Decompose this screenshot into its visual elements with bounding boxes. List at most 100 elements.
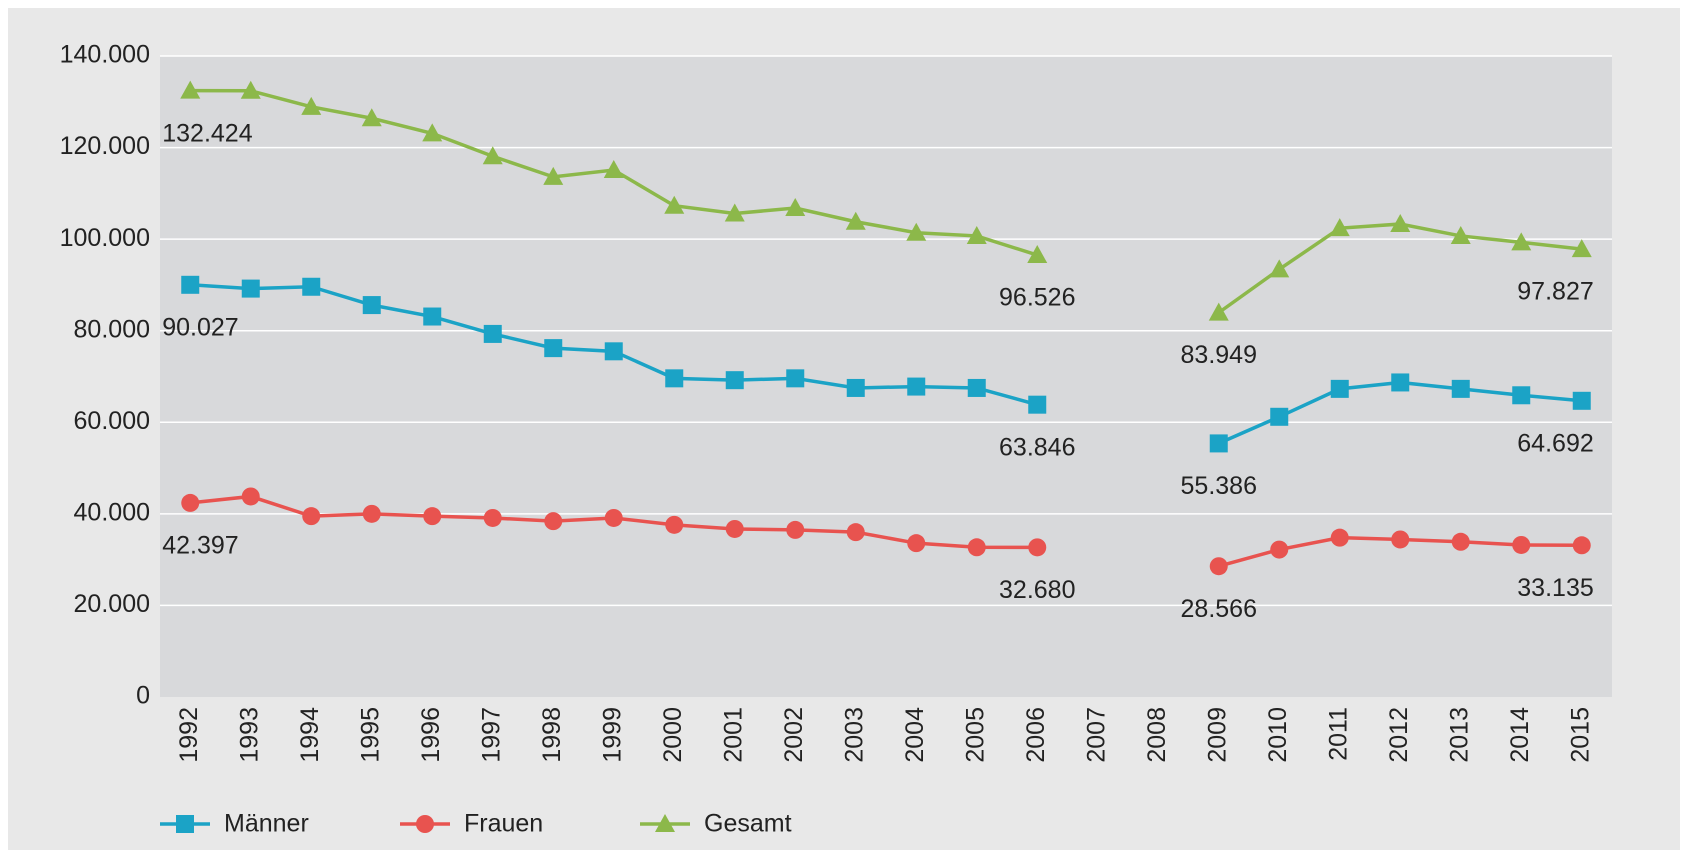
marker (543, 166, 564, 185)
plot-area (160, 56, 1612, 697)
legend-label: Frauen (464, 810, 543, 838)
marker (1028, 395, 1047, 414)
marker (786, 520, 805, 539)
marker (725, 519, 744, 538)
marker (362, 504, 381, 523)
marker (1208, 302, 1229, 321)
marker (1390, 214, 1411, 233)
x-tick-label: 1996 (417, 707, 445, 763)
x-tick-label: 1992 (175, 707, 203, 763)
marker (181, 275, 200, 294)
marker (544, 512, 563, 531)
x-tick-label: 1998 (538, 707, 566, 763)
marker (665, 369, 684, 388)
data-label: 64.692 (1517, 429, 1593, 457)
y-tick-label: 60.000 (74, 407, 150, 435)
y-tick-label: 20.000 (74, 590, 150, 618)
x-tick-label: 1997 (477, 707, 505, 763)
marker (1329, 218, 1350, 237)
x-tick-label: 2012 (1385, 707, 1413, 763)
marker (1209, 557, 1228, 576)
marker (482, 146, 503, 165)
marker (416, 815, 434, 833)
marker (180, 80, 201, 99)
marker (361, 108, 382, 127)
marker (1330, 528, 1349, 547)
x-tick-label: 1999 (598, 707, 626, 763)
marker (301, 96, 322, 115)
marker (604, 342, 623, 361)
marker (181, 493, 200, 512)
marker (1451, 532, 1470, 551)
x-tick-label: 2015 (1566, 707, 1594, 763)
marker (907, 534, 926, 553)
x-tick-label: 2014 (1506, 707, 1534, 763)
marker (302, 277, 321, 296)
y-tick-label: 120.000 (60, 132, 150, 160)
x-tick-label: 1993 (235, 707, 263, 763)
marker (483, 508, 502, 527)
marker (1572, 536, 1591, 555)
marker (1209, 434, 1228, 453)
x-tick-label: 2008 (1143, 707, 1171, 763)
x-tick-label: 2000 (659, 707, 687, 763)
marker (907, 377, 926, 396)
x-tick-label: 2004 (901, 707, 929, 763)
marker (1451, 379, 1470, 398)
marker (1512, 386, 1531, 405)
legend-label: Gesamt (704, 810, 792, 838)
data-label: 97.827 (1517, 278, 1593, 306)
x-tick-label: 2002 (780, 707, 808, 763)
y-tick-label: 80.000 (74, 315, 150, 343)
marker (724, 203, 745, 222)
marker (176, 815, 194, 833)
data-label: 55.386 (1181, 472, 1257, 500)
legend-label: Männer (224, 810, 309, 838)
marker (604, 508, 623, 527)
x-tick-label: 1995 (356, 707, 384, 763)
marker (1270, 540, 1289, 559)
marker (1269, 259, 1290, 278)
marker (906, 222, 927, 241)
marker (785, 198, 806, 217)
marker (603, 160, 624, 179)
marker (1450, 225, 1471, 244)
y-tick-label: 140.000 (60, 41, 150, 69)
x-tick-label: 2011 (1324, 707, 1352, 761)
marker (846, 378, 865, 397)
marker (967, 378, 986, 397)
marker (665, 515, 684, 534)
marker (1270, 407, 1289, 426)
data-label: 42.397 (162, 531, 238, 559)
marker (1028, 538, 1047, 557)
marker (725, 371, 744, 390)
marker (483, 324, 502, 343)
data-label: 96.526 (999, 284, 1075, 312)
marker (967, 538, 986, 557)
y-tick-label: 40.000 (74, 498, 150, 526)
marker (1512, 535, 1531, 554)
marker (302, 507, 321, 526)
x-tick-label: 2013 (1445, 707, 1473, 763)
data-label: 63.846 (999, 433, 1075, 461)
x-tick-label: 2001 (719, 707, 747, 763)
marker (423, 507, 442, 526)
marker (655, 814, 675, 832)
marker (241, 487, 260, 506)
x-tick-label: 2009 (1203, 707, 1231, 763)
marker (1572, 391, 1591, 410)
x-tick-label: 1994 (296, 707, 324, 763)
marker (241, 279, 260, 298)
x-tick-label: 2010 (1264, 707, 1292, 763)
marker (423, 307, 442, 326)
data-label: 132.424 (162, 119, 252, 147)
data-label: 90.027 (162, 313, 238, 341)
marker (1391, 530, 1410, 549)
x-tick-label: 2007 (1082, 707, 1110, 763)
marker (846, 523, 865, 542)
x-tick-label: 2005 (961, 707, 989, 763)
y-tick-label: 100.000 (60, 224, 150, 252)
marker (1330, 379, 1349, 398)
marker (422, 123, 443, 142)
